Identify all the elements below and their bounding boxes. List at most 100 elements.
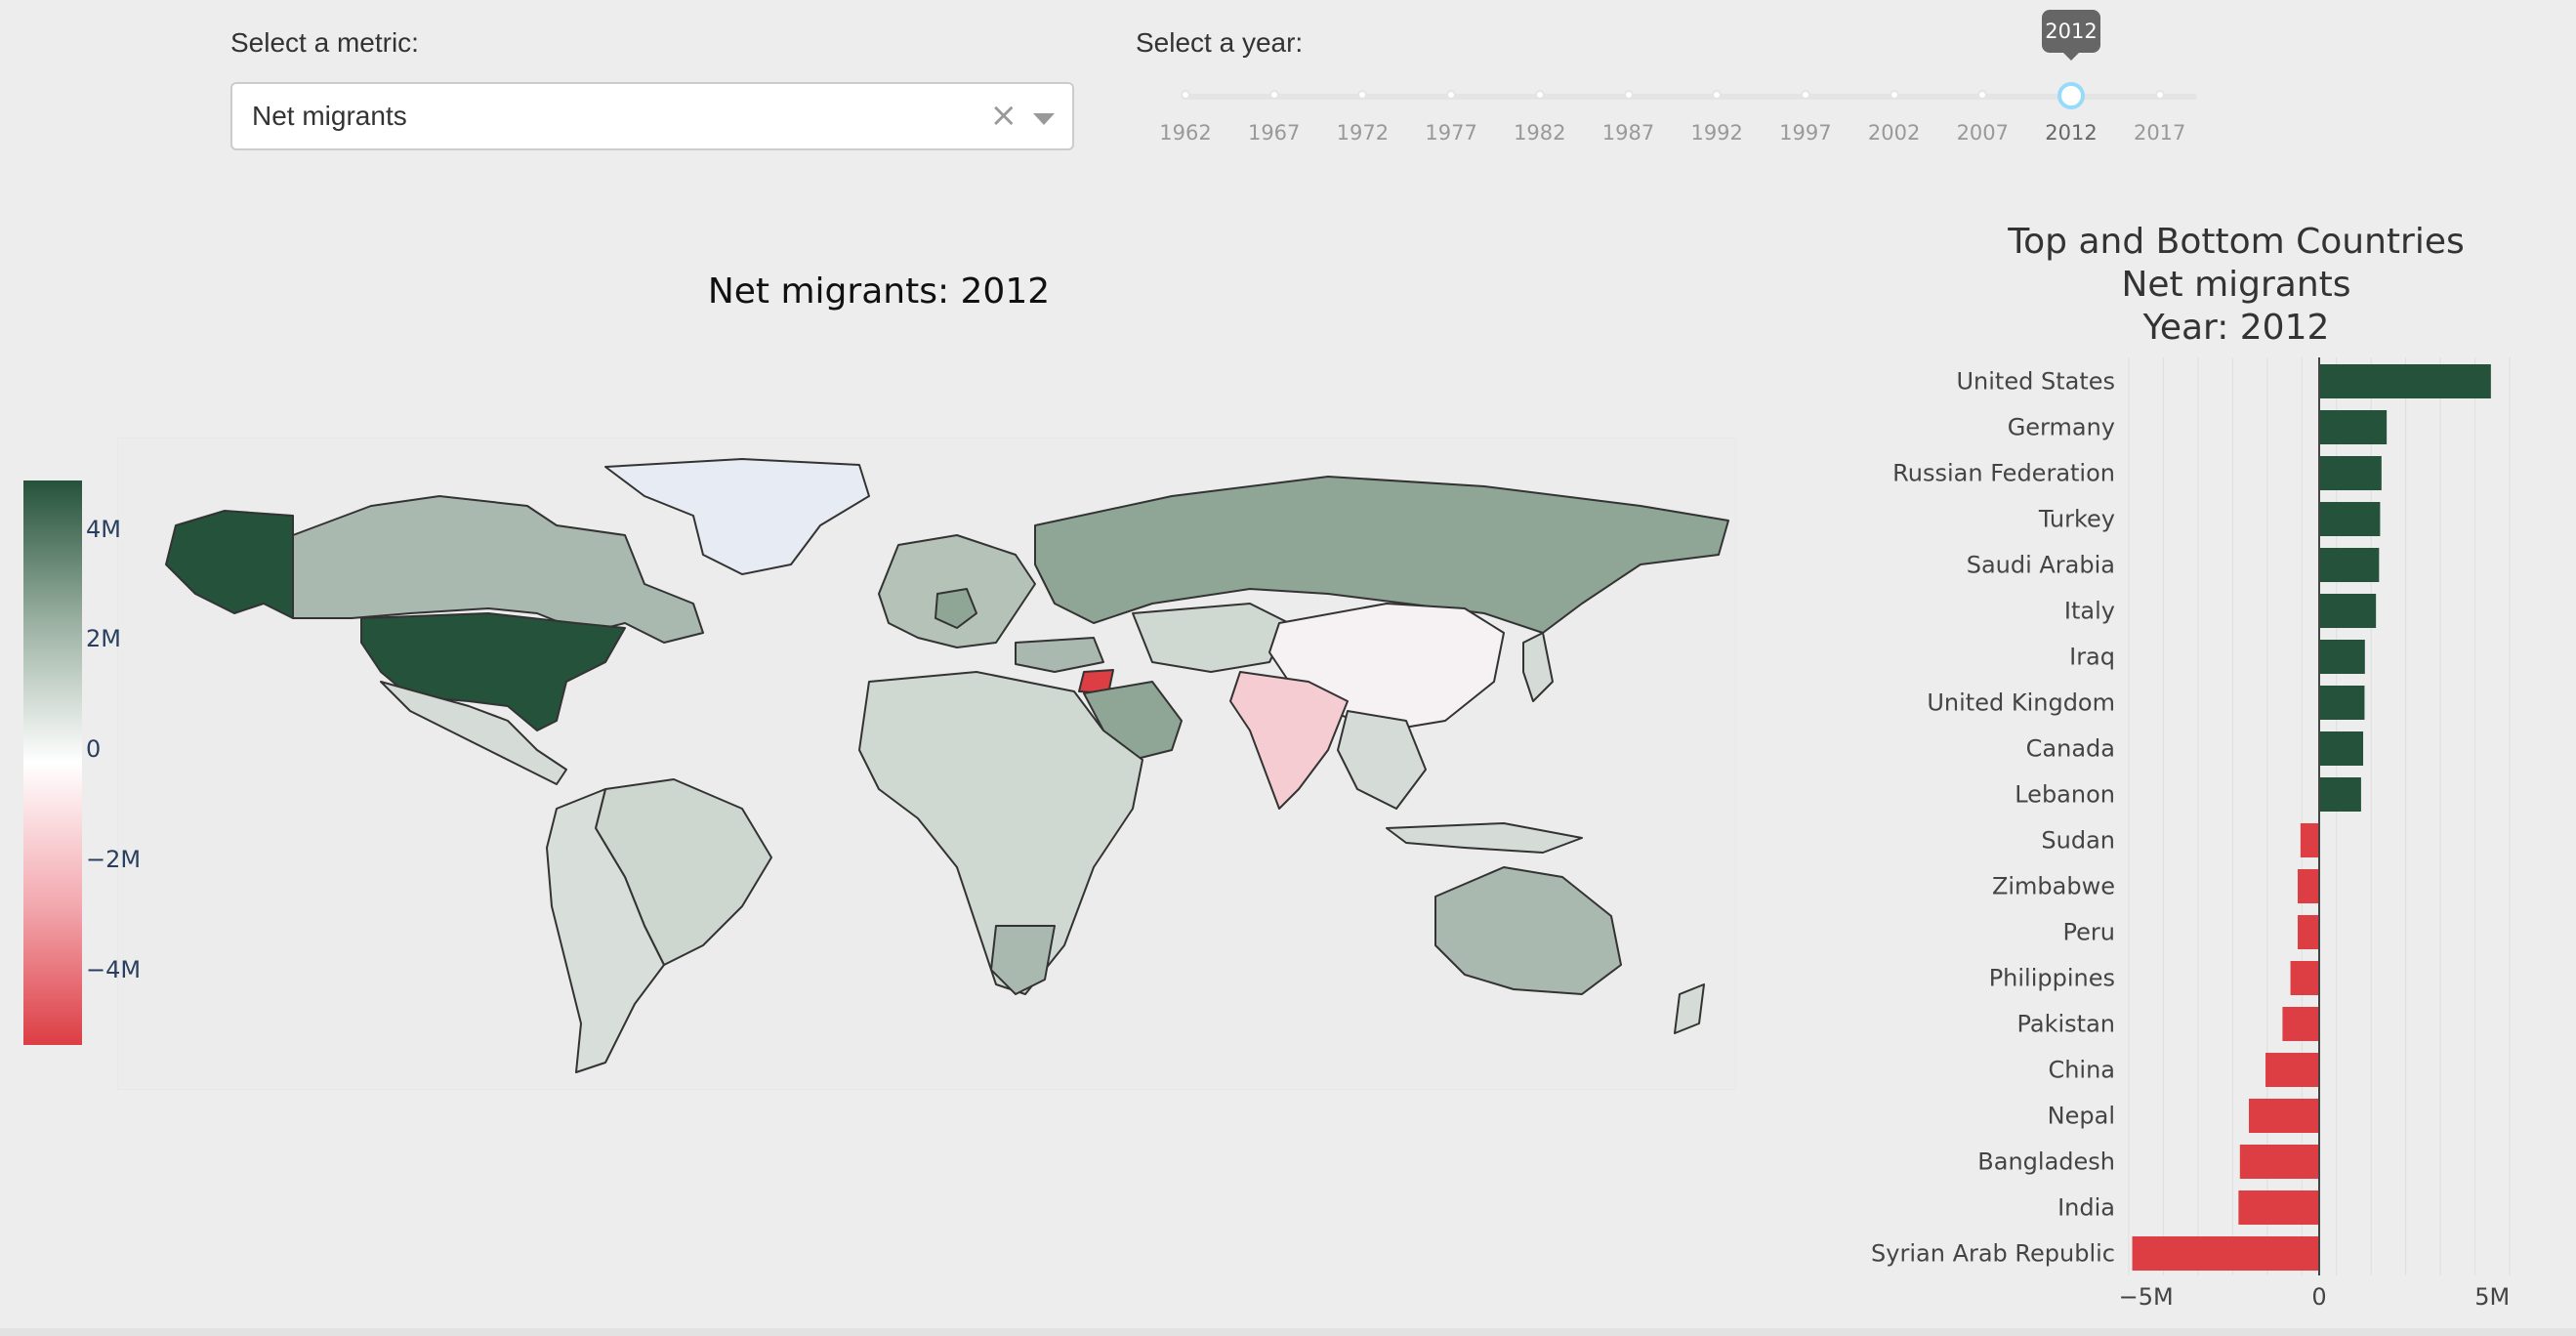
slider-mark-dot[interactable]	[1534, 90, 1545, 100]
slider-mark-label[interactable]: 1967	[1247, 121, 1301, 145]
category-label: China	[2048, 1057, 2115, 1084]
slider-mark-dot[interactable]	[1712, 90, 1723, 100]
country-canada	[292, 495, 704, 644]
metric-dropdown-value: Net migrants	[252, 101, 407, 131]
slider-handle[interactable]	[2057, 82, 2085, 109]
country-central-asia	[1132, 603, 1290, 673]
country-mexico	[380, 681, 567, 785]
slider-mark-dot[interactable]	[2154, 90, 2165, 100]
slider-mark-label[interactable]: 1987	[1601, 121, 1655, 145]
category-label: Bangladesh	[1977, 1148, 2115, 1176]
country-south-america-west	[546, 788, 665, 1073]
country-australia	[1434, 866, 1622, 995]
slider-mark-dot[interactable]	[1357, 90, 1368, 100]
bar-chart-subtitle-line: Year: 2012	[2142, 308, 2330, 348]
country-india	[1229, 671, 1349, 810]
category-label: India	[2057, 1194, 2115, 1222]
x-tick-label: 5M	[2474, 1283, 2510, 1309]
slider-tooltip: 2012	[2042, 10, 2100, 61]
bar[interactable]	[2290, 961, 2319, 995]
slider-mark-label[interactable]: 1992	[1690, 121, 1743, 145]
bar[interactable]	[2298, 915, 2319, 949]
country-turkey	[1015, 637, 1104, 673]
bar[interactable]	[2132, 1236, 2319, 1271]
slider-mark-label[interactable]: 1997	[1779, 121, 1832, 145]
category-label: Russian Federation	[1892, 460, 2115, 487]
bar[interactable]	[2282, 1007, 2319, 1041]
bar[interactable]	[2238, 1190, 2319, 1225]
bar[interactable]	[2298, 869, 2319, 903]
slider-rail[interactable]	[1185, 94, 2197, 100]
category-label: Saudi Arabia	[1967, 552, 2115, 579]
category-label: Syrian Arab Republic	[1871, 1240, 2115, 1268]
bar[interactable]	[2319, 777, 2361, 812]
bar[interactable]	[2319, 731, 2364, 766]
country-germany	[935, 588, 977, 629]
slider-mark-label[interactable]: 1977	[1425, 121, 1477, 145]
bar[interactable]	[2249, 1099, 2319, 1133]
bar[interactable]	[2319, 640, 2365, 674]
slider-mark-label[interactable]: 2002	[1867, 121, 1921, 145]
slider-mark-dot[interactable]	[1800, 90, 1810, 100]
bar[interactable]	[2239, 1145, 2319, 1179]
bar[interactable]	[2319, 456, 2382, 490]
slider-mark-dot[interactable]	[1977, 90, 1988, 100]
category-label: United Kingdom	[1927, 689, 2115, 717]
category-label: Pakistan	[2017, 1011, 2116, 1038]
category-label: United States	[1956, 368, 2115, 396]
category-label: Germany	[2008, 414, 2115, 441]
country-usa-alaska	[165, 510, 294, 619]
category-label: Lebanon	[2015, 781, 2115, 809]
bar[interactable]	[2319, 594, 2377, 628]
country-japan	[1522, 632, 1554, 702]
category-label: Zimbabwe	[1992, 873, 2115, 900]
bar[interactable]	[2319, 502, 2381, 536]
slider-mark-dot[interactable]	[1268, 90, 1279, 100]
country-indonesia	[1386, 822, 1583, 854]
year-label: Select a year:	[1136, 27, 1304, 58]
metric-dropdown[interactable]: Net migrants ×	[230, 82, 1074, 150]
category-label: Philippines	[1989, 965, 2115, 992]
slider-mark-dot[interactable]	[1446, 90, 1457, 100]
bar[interactable]	[2319, 686, 2365, 720]
category-label: Peru	[2063, 919, 2115, 946]
x-tick-label: 0	[2311, 1283, 2326, 1309]
slider-mark-label[interactable]: 2012	[2045, 121, 2098, 145]
country-southeast-asia	[1337, 710, 1427, 810]
bar[interactable]	[2319, 410, 2388, 444]
colorbar-tick: 2M	[86, 625, 121, 652]
bar-chart-title-line: Top and Bottom Countries	[2008, 222, 2465, 262]
colorbar-tick: 0	[86, 735, 102, 763]
country-south-africa	[990, 925, 1056, 995]
category-label: Canada	[2026, 735, 2115, 763]
colorbar-tick: −4M	[86, 956, 142, 983]
slider-mark-dot[interactable]	[1181, 90, 1190, 100]
category-label: Italy	[2064, 598, 2115, 625]
slider-mark-dot[interactable]	[1623, 90, 1634, 100]
country-new-zealand	[1674, 983, 1705, 1034]
slider-mark-label[interactable]: 1972	[1336, 121, 1390, 145]
colorbar-tick: −2M	[86, 846, 142, 873]
page-bottom-edge	[0, 1328, 2576, 1336]
bar[interactable]	[2300, 823, 2319, 857]
choropleth-map[interactable]	[117, 438, 1736, 1090]
map-colorbar	[23, 480, 82, 1045]
category-label: Iraq	[2069, 644, 2115, 671]
bar[interactable]	[2319, 364, 2491, 398]
x-tick-label: −5M	[2119, 1283, 2174, 1309]
slider-mark-label[interactable]: 1982	[1514, 121, 1566, 145]
year-slider[interactable]: 1962 1967 1972 1977 1982 1987 1992 1997 2002 2007…	[1159, 10, 2197, 156]
colorbar-tick: 4M	[86, 516, 121, 543]
slider-mark-label[interactable]: 1962	[1159, 121, 1212, 145]
slider-mark-dot[interactable]	[1889, 90, 1899, 100]
bar[interactable]	[2319, 548, 2380, 582]
slider-mark-label[interactable]: 2017	[2133, 121, 2186, 145]
chevron-down-icon[interactable]	[1033, 113, 1055, 125]
country-greenland	[604, 458, 870, 575]
bar-chart[interactable]: United States Germany Russian Federation Tu…	[1836, 352, 2519, 1309]
country-united-states	[360, 612, 626, 731]
clear-icon[interactable]: ×	[989, 96, 1018, 135]
slider-mark-label[interactable]: 2007	[1956, 121, 2010, 145]
map-title: Net migrants: 2012	[707, 271, 1051, 312]
bar[interactable]	[2265, 1053, 2319, 1087]
